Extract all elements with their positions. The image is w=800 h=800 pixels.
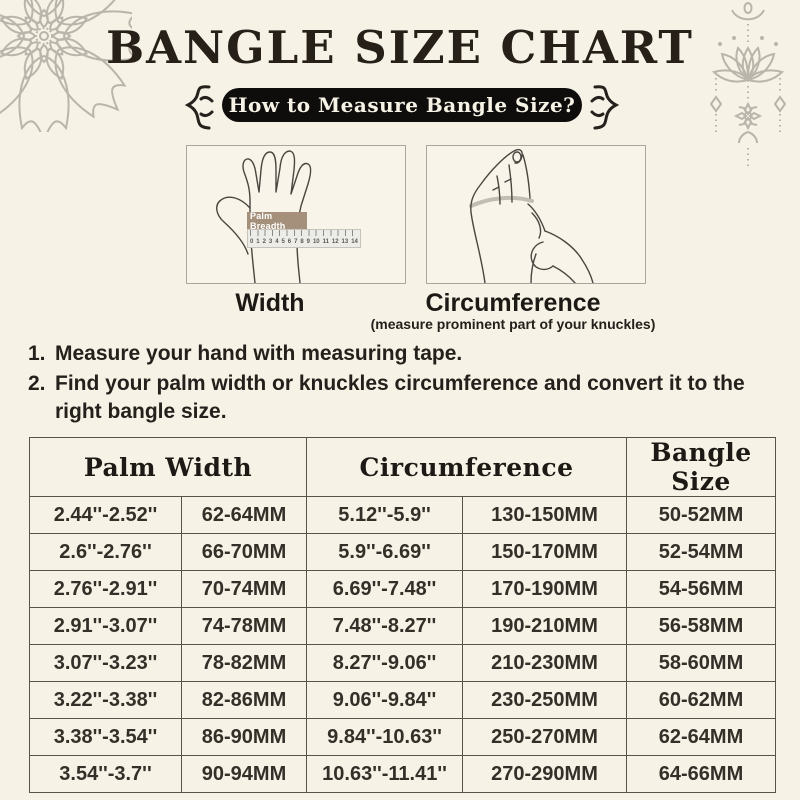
ruler-number: 8 [300,239,304,245]
table-cell: 3.38''-3.54'' [29,718,182,756]
ruler-number: 0 [250,239,254,245]
table-cell: 2.76''-2.91'' [29,570,182,608]
hand-with-ruler-icon [216,150,312,283]
table-row: 3.38''-3.54'' 86-90MM 9.84''-10.63'' 250-27… [29,718,777,756]
table-cell: 6.69''-7.48'' [306,570,464,608]
header-bangle-size: Bangle Size [626,437,777,497]
table-cell: 2.44''-2.52'' [29,496,182,534]
table-cell: 50-52MM [626,496,777,534]
ruler-number: 6 [287,239,292,245]
ruler-number: 12 [331,239,339,245]
table-cell: 52-54MM [626,533,777,571]
table-cell: 58-60MM [626,644,777,682]
table-cell: 90-94MM [180,755,308,793]
instruction-item: 1. Measure your hand with measuring tape… [28,340,773,368]
table-cell: 230-250MM [462,681,628,719]
circumference-caption: Circumference [425,289,601,317]
ruler-number: 3 [268,239,273,245]
lotus-hanging-icon [709,2,787,166]
table-row: 2.76''-2.91'' 70-74MM 6.69''-7.48'' 170-190… [29,570,777,608]
size-table: Palm Width Circumference Bangle Size 2.4… [28,437,777,793]
squiggle-icon [184,85,214,130]
ruler-number: 11 [322,239,329,245]
table-row: 2.91''-3.07'' 74-78MM 7.48''-8.27'' 190-210… [29,607,777,645]
page-title: BANGLE SIZE CHART [106,21,694,74]
table-cell: 5.12''-5.9'' [306,496,464,534]
ruler-numbers: 0 1 2 3 4 5 6 7 8 9 10 11 12 13 14 [250,239,358,246]
ruler-ticks [250,230,358,236]
circumference-figure [426,145,646,284]
ruler-number: 4 [275,239,279,245]
table-cell: 8.27''-9.06'' [306,644,464,682]
table-cell: 270-290MM [462,755,628,793]
table-cell: 190-210MM [462,607,628,645]
table-cell: 70-74MM [180,570,308,608]
table-cell: 62-64MM [626,718,777,756]
table-cell: 56-58MM [626,607,777,645]
circumference-note: (measure prominent part of your knuckles… [370,316,656,332]
mandala-icon [0,0,132,132]
instruction-number: 2. [28,372,46,395]
table-row: 3.54''-3.7'' 90-94MM 10.63''-11.41'' 270-29… [29,755,777,793]
how-to-measure-banner: How to Measure Bangle Size? [222,88,582,122]
table-cell: 150-170MM [462,533,628,571]
ruler: 0 1 2 3 4 5 6 7 8 9 10 11 12 13 14 [247,229,361,248]
header-circumference: Circumference [306,437,628,497]
width-caption: Width [235,289,305,317]
table-row: 3.07''-3.23'' 78-82MM 8.27''-9.06'' 210-230… [29,644,777,682]
ruler-number: 14 [351,239,358,245]
instruction-text: Measure your hand with measuring tape. [55,342,463,365]
table-cell: 54-56MM [626,570,777,608]
table-cell: 170-190MM [462,570,628,608]
table-cell: 2.91''-3.07'' [29,607,182,645]
table-cell: 2.6''-2.76'' [29,533,182,571]
table-cell: 5.9''-6.69'' [306,533,464,571]
table-cell: 3.54''-3.7'' [29,755,182,793]
size-table-header: Palm Width Circumference Bangle Size [28,437,777,497]
table-cell: 130-150MM [462,496,628,534]
table-cell: 9.06''-9.84'' [306,681,464,719]
table-cell: 3.07''-3.23'' [29,644,182,682]
ruler-number: 9 [306,239,311,245]
table-cell: 9.84''-10.63'' [306,718,464,756]
table-cell: 74-78MM [180,607,308,645]
table-cell: 60-62MM [626,681,777,719]
header-palm-width: Palm Width [28,437,308,497]
ruler-number: 2 [262,239,266,245]
instruction-number: 1. [28,342,46,365]
table-cell: 62-64MM [180,496,308,534]
table-cell: 64-66MM [626,755,777,793]
table-cell: 210-230MM [462,644,628,682]
instruction-text: Find your palm width or knuckles circumf… [55,372,745,423]
table-cell: 66-70MM [180,533,308,571]
table-row: 2.44''-2.52'' 62-64MM 5.12''-5.9'' 130-150M… [29,496,777,534]
hand-measuring-tape-icon [469,148,594,283]
size-table-body: 2.44''-2.52'' 62-64MM 5.12''-5.9'' 130-150M… [29,496,777,793]
table-cell: 3.22''-3.38'' [29,681,182,719]
table-cell: 10.63''-11.41'' [306,755,464,793]
width-figure: Palm Breadth 0 1 2 3 4 5 6 7 8 9 10 11 12 13 14 [186,145,406,284]
table-row: 2.6''-2.76'' 66-70MM 5.9''-6.69'' 150-170MM… [29,533,777,571]
ruler-number: 10 [312,239,320,245]
ruler-number: 1 [256,239,260,245]
table-cell: 82-86MM [180,681,308,719]
table-cell: 7.48''-8.27'' [306,607,464,645]
table-row: 3.22''-3.38'' 82-86MM 9.06''-9.84'' 230-250… [29,681,777,719]
squiggle-icon [590,85,620,130]
instructions-list: 1. Measure your hand with measuring tape… [28,340,773,428]
ruler-number: 7 [294,239,298,245]
palm-breadth-tag: Palm Breadth [247,211,307,231]
ruler-number: 5 [281,239,285,245]
table-cell: 78-82MM [180,644,308,682]
instruction-item: 2. Find your palm width or knuckles circ… [28,370,773,426]
table-cell: 86-90MM [180,718,308,756]
ruler-number: 13 [341,239,349,245]
table-cell: 250-270MM [462,718,628,756]
